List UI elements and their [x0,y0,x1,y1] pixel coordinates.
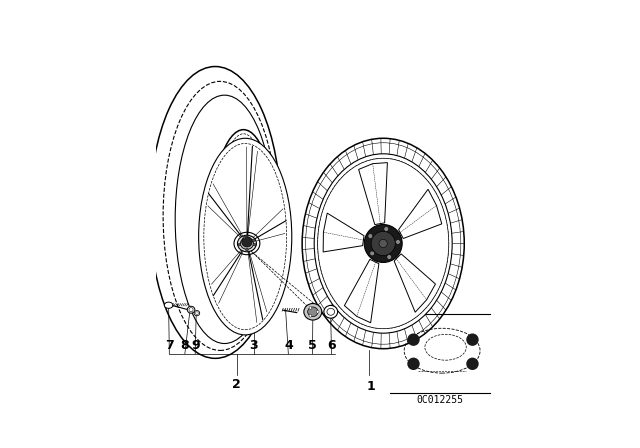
Text: 2: 2 [232,378,241,391]
Circle shape [246,248,248,251]
Ellipse shape [237,235,257,252]
Circle shape [407,333,420,346]
Circle shape [368,234,372,238]
Circle shape [316,310,319,313]
Circle shape [253,243,256,246]
Text: 7: 7 [165,339,173,352]
Polygon shape [358,163,387,224]
Circle shape [467,358,479,370]
Circle shape [387,254,392,259]
Ellipse shape [308,307,318,317]
Ellipse shape [304,303,322,320]
Circle shape [309,314,312,317]
Ellipse shape [241,237,253,250]
Text: 0C012255: 0C012255 [417,395,463,405]
Polygon shape [394,254,435,312]
Ellipse shape [211,129,276,333]
Text: 1: 1 [367,380,376,393]
Text: 3: 3 [250,339,258,352]
Ellipse shape [164,302,173,308]
Circle shape [379,239,387,248]
Circle shape [309,306,312,309]
Circle shape [371,232,396,255]
Ellipse shape [198,138,292,335]
Polygon shape [399,189,442,238]
Text: 5: 5 [308,339,317,352]
Polygon shape [323,213,364,252]
Ellipse shape [317,158,449,329]
Ellipse shape [314,154,452,333]
Ellipse shape [188,306,195,313]
Text: 8: 8 [180,339,189,352]
Circle shape [364,224,402,263]
Circle shape [243,236,246,239]
Ellipse shape [324,306,338,318]
Circle shape [252,239,255,242]
Ellipse shape [327,308,335,315]
Circle shape [396,240,401,244]
Circle shape [370,251,374,256]
Text: 6: 6 [327,339,336,352]
Ellipse shape [194,310,200,316]
Circle shape [242,237,252,247]
Polygon shape [344,259,379,323]
Ellipse shape [234,232,260,255]
Circle shape [384,227,388,232]
Text: 4: 4 [284,339,292,352]
Text: 9: 9 [191,339,200,352]
Circle shape [407,358,420,370]
Circle shape [467,333,479,346]
Circle shape [238,243,241,246]
